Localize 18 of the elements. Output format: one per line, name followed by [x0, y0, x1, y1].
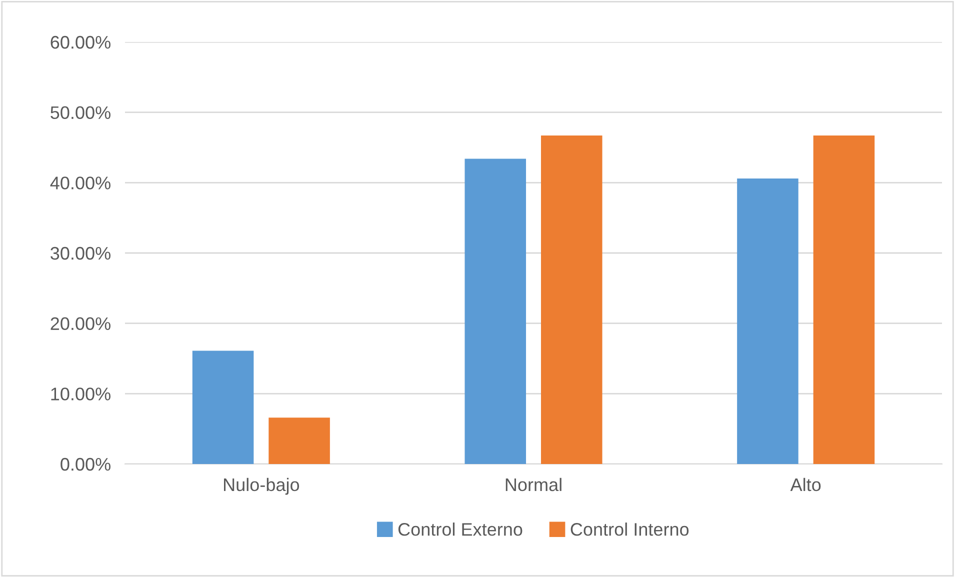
y-tick-label: 20.00% [50, 317, 110, 330]
y-tick-label: 10.00% [51, 388, 110, 400]
bar [540, 136, 602, 464]
bar [268, 418, 330, 464]
legend-label: Control Interno [570, 522, 689, 536]
x-tick-label: Normal [506, 478, 562, 492]
bar [813, 136, 875, 464]
bar [737, 178, 798, 464]
y-tick-label: 60.00% [50, 36, 110, 49]
y-tick-label: 50.00% [50, 106, 110, 120]
y-tick-label: 40.00% [50, 176, 110, 190]
bar [192, 350, 254, 464]
x-tick-label: Alto [790, 478, 821, 492]
bar [464, 158, 526, 464]
y-tick-label: 0.00% [60, 458, 110, 471]
y-tick-label: 30.00% [50, 246, 110, 260]
x-tick-label: Nulo-bajo [224, 478, 300, 495]
legend-label: Control Externo [398, 522, 522, 536]
